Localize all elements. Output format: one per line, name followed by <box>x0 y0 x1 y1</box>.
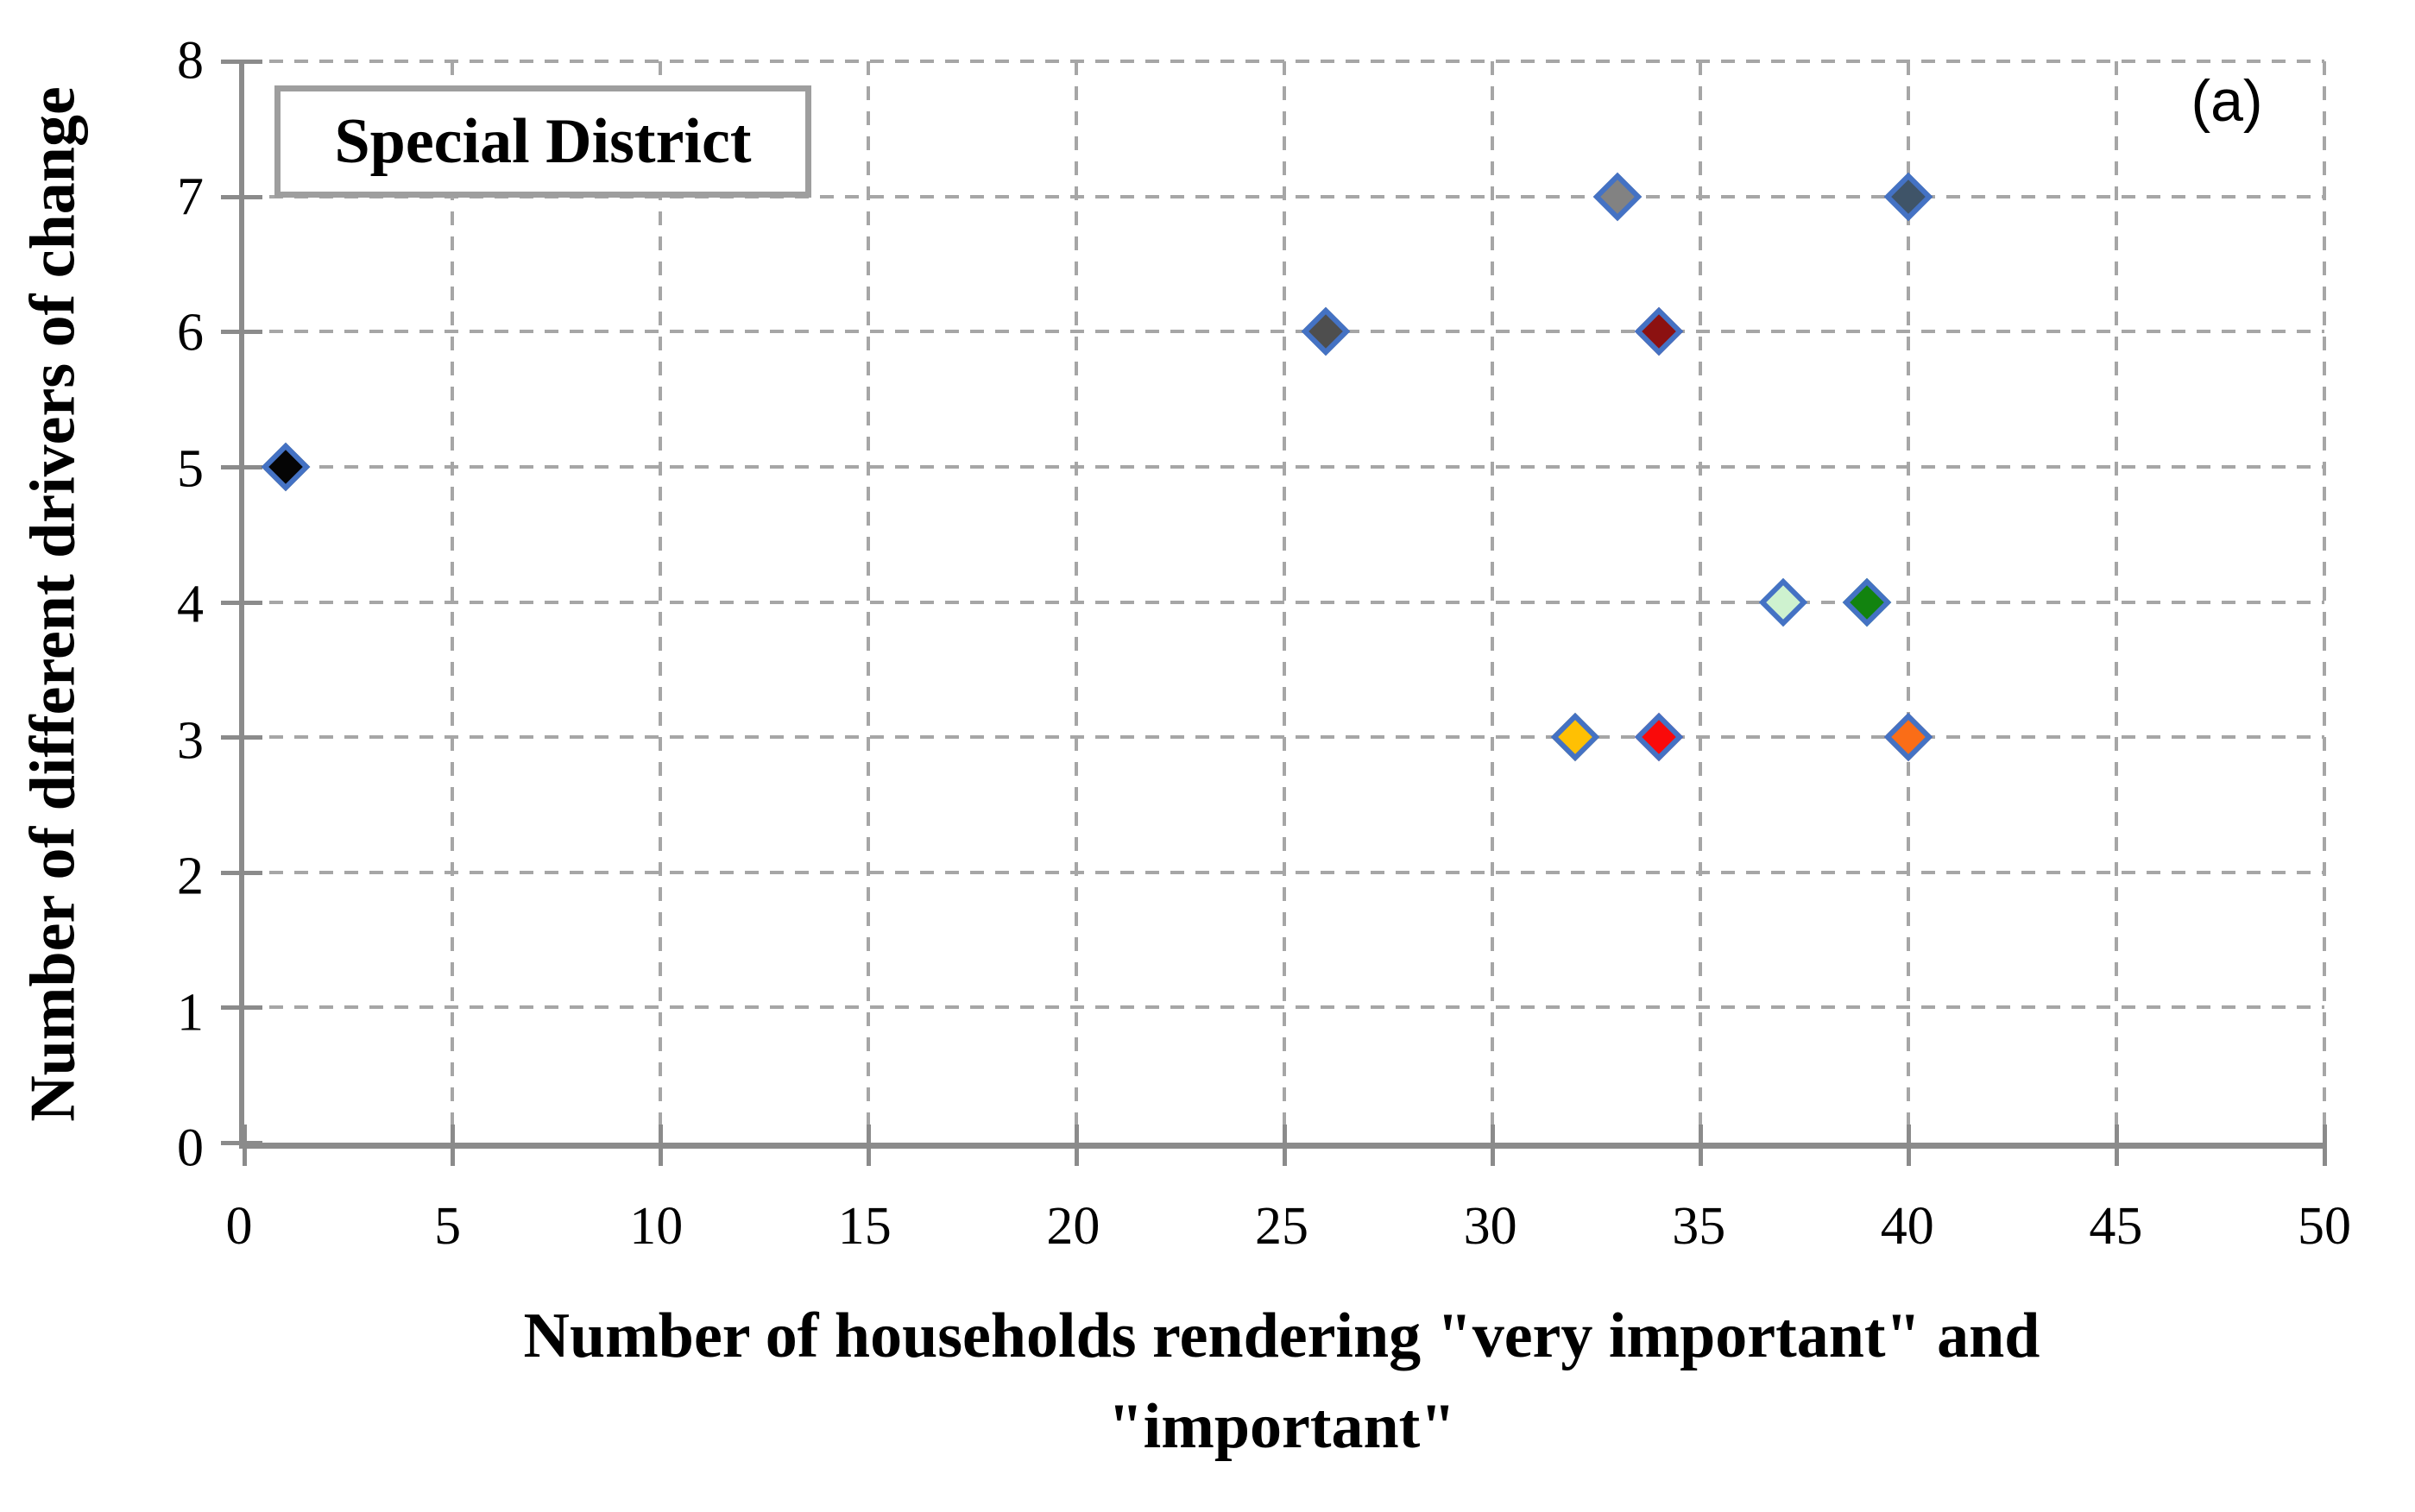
x-tick-label-25: 25 <box>1255 1197 1308 1256</box>
y-tick-mark-0 <box>221 1141 262 1145</box>
gridline-x-50 <box>2323 61 2326 1143</box>
gridline-y-4 <box>244 600 2324 604</box>
x-tick-mark-50 <box>2323 1125 2327 1166</box>
orange-diamond-marker-icon <box>1883 712 1933 762</box>
x-tick-label-35: 35 <box>1672 1197 1726 1256</box>
x-tick-label-20: 20 <box>1046 1197 1100 1256</box>
x-tick-mark-35 <box>1699 1125 1703 1166</box>
y-tick-mark-8 <box>221 60 262 64</box>
y-tick-label-0: 0 <box>177 1118 204 1178</box>
dark-gray-diamond-marker-icon <box>1301 306 1351 356</box>
panel-label: (a) <box>2191 68 2263 134</box>
y-tick-label-7: 7 <box>177 167 204 226</box>
gridline-y-3 <box>244 735 2324 740</box>
chart-title-box: Special District <box>274 85 811 198</box>
y-tick-label-8: 8 <box>177 31 204 91</box>
x-tick-mark-40 <box>1907 1125 1911 1166</box>
x-tick-label-30: 30 <box>1463 1197 1517 1256</box>
x-tick-label-5: 5 <box>434 1197 462 1256</box>
pale-green-diamond-marker-icon <box>1759 577 1808 627</box>
plot-area <box>221 60 2327 1166</box>
y-tick-mark-4 <box>221 600 262 605</box>
gridline-y-2 <box>244 870 2324 874</box>
y-tick-label-3: 3 <box>177 711 204 770</box>
gridline-y-6 <box>244 330 2324 334</box>
dark-red-diamond-marker-icon <box>1634 306 1684 356</box>
y-tick-mark-3 <box>221 735 262 740</box>
slate-blue-gray-diamond-marker-icon <box>1883 172 1933 221</box>
dark-green-diamond-marker-icon <box>1842 577 1892 627</box>
y-axis-tick-labels: 0 1 2 3 4 5 6 7 8 <box>0 32 204 1178</box>
x-tick-label-50: 50 <box>2298 1197 2351 1256</box>
x-tick-mark-10 <box>659 1125 663 1166</box>
y-tick-label-6: 6 <box>177 303 204 362</box>
gridline-y-7 <box>244 194 2324 198</box>
x-tick-label-10: 10 <box>629 1197 684 1256</box>
y-tick-mark-1 <box>221 1005 262 1011</box>
x-axis-title: Number of households rendering "very imp… <box>239 1291 2324 1472</box>
x-axis-title-line-1: Number of households rendering "very imp… <box>523 1301 2040 1371</box>
x-axis-tick-labels: 0 5 10 15 20 25 30 35 40 45 50 <box>226 1196 2352 1265</box>
y-tick-mark-7 <box>221 194 262 199</box>
gridline-y-8 <box>244 60 2324 63</box>
y-tick-mark-5 <box>221 464 262 469</box>
x-axis-title-line-2: "important" <box>1107 1391 1456 1463</box>
x-tick-mark-45 <box>2115 1125 2119 1166</box>
x-tick-label-15: 15 <box>837 1197 892 1256</box>
black-diamond-marker-icon <box>261 442 311 492</box>
y-tick-label-5: 5 <box>177 439 204 498</box>
x-tick-mark-15 <box>867 1125 871 1166</box>
gray-diamond-marker-icon <box>1592 172 1642 221</box>
gridline-y-1 <box>244 1005 2324 1010</box>
x-tick-mark-25 <box>1283 1125 1287 1166</box>
chart-title: Special District <box>334 105 752 177</box>
x-tick-mark-30 <box>1491 1125 1495 1166</box>
y-tick-label-2: 2 <box>177 847 204 906</box>
gridline-y-5 <box>244 464 2324 469</box>
x-tick-mark-0 <box>243 1125 247 1166</box>
x-tick-mark-5 <box>451 1125 455 1166</box>
gold-diamond-marker-icon <box>1551 712 1600 762</box>
x-tick-mark-20 <box>1075 1125 1079 1166</box>
x-tick-label-0: 0 <box>225 1197 253 1256</box>
red-diamond-marker-icon <box>1634 712 1684 762</box>
y-tick-mark-2 <box>221 870 262 875</box>
y-tick-mark-6 <box>221 330 262 335</box>
y-tick-label-1: 1 <box>177 983 204 1042</box>
x-tick-label-45: 45 <box>2089 1197 2143 1256</box>
y-tick-label-4: 4 <box>177 575 204 634</box>
x-tick-label-40: 40 <box>1880 1197 1934 1256</box>
